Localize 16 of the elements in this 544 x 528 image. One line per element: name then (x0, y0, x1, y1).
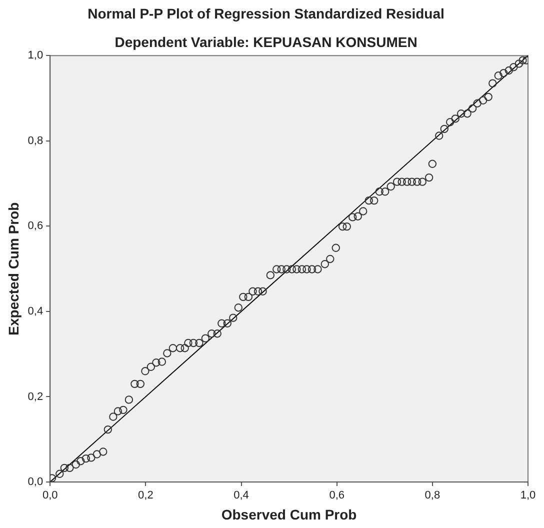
y-tick-label: 0,8 (28, 134, 44, 147)
y-tick-label: 0,0 (28, 476, 44, 488)
y-tick-label: 0,2 (28, 390, 44, 403)
chart-title: Normal P-P Plot of Regression Standardized Residual (88, 5, 444, 22)
y-axis-title: Expected Cum Prob (5, 202, 22, 336)
x-tick-label: 1,0 (520, 490, 536, 502)
x-tick-label: 0,8 (424, 490, 440, 502)
x-tick-label: 0,0 (42, 490, 58, 502)
x-axis-title: Observed Cum Prob (221, 506, 357, 522)
x-tick-label: 0,6 (329, 490, 344, 502)
x-tick-label: 0,4 (234, 490, 249, 502)
y-tick-label: 0,4 (28, 305, 44, 318)
chart-subtitle: Dependent Variable: KEPUASAN KONSUMEN (114, 34, 418, 50)
y-tick-label: 0,6 (28, 220, 44, 232)
y-tick-label: 1,0 (28, 50, 44, 62)
x-tick-label: 0,2 (138, 490, 154, 502)
